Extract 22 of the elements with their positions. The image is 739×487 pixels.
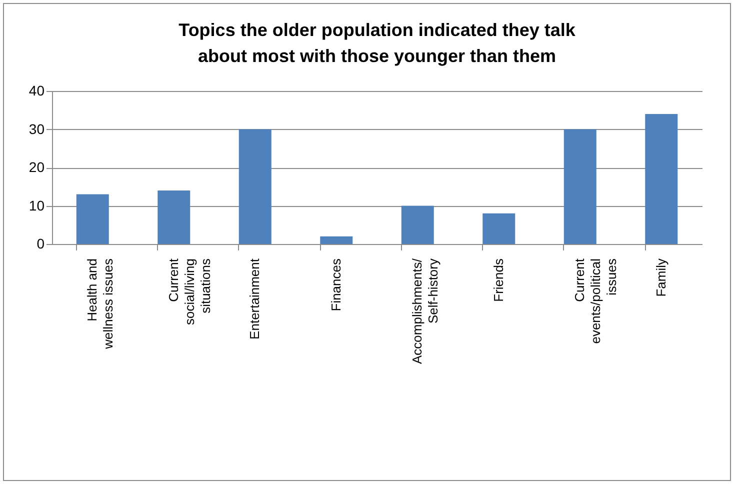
x-tick-label: Current social/living situations [166,258,213,325]
bar [401,206,434,244]
bar [645,114,678,244]
bar [320,236,353,244]
x-tick-label: Accomplishments/ Self-history [410,258,441,364]
bar [158,190,190,244]
x-tick-label: Family [653,258,668,297]
x-tick-label: Finances [328,258,344,312]
bar [564,129,596,244]
bar [482,213,516,244]
chart-title: Topics the older population indicated they talk about most with those younger than them [178,20,576,66]
y-tick-label: 0 [36,236,45,252]
x-tick-label: Friends [490,258,506,302]
bar [76,194,109,244]
y-tick-label: 10 [28,197,45,214]
bar [238,129,272,244]
y-tick-label: 30 [28,120,45,137]
y-tick-label: 20 [28,159,45,175]
y-tick-label: 40 [28,82,45,98]
x-tick-label: Current events/political issues [572,258,620,344]
x-tick-label: Health and wellness issues [84,258,116,350]
x-tick-label: Entertainment [247,258,262,340]
